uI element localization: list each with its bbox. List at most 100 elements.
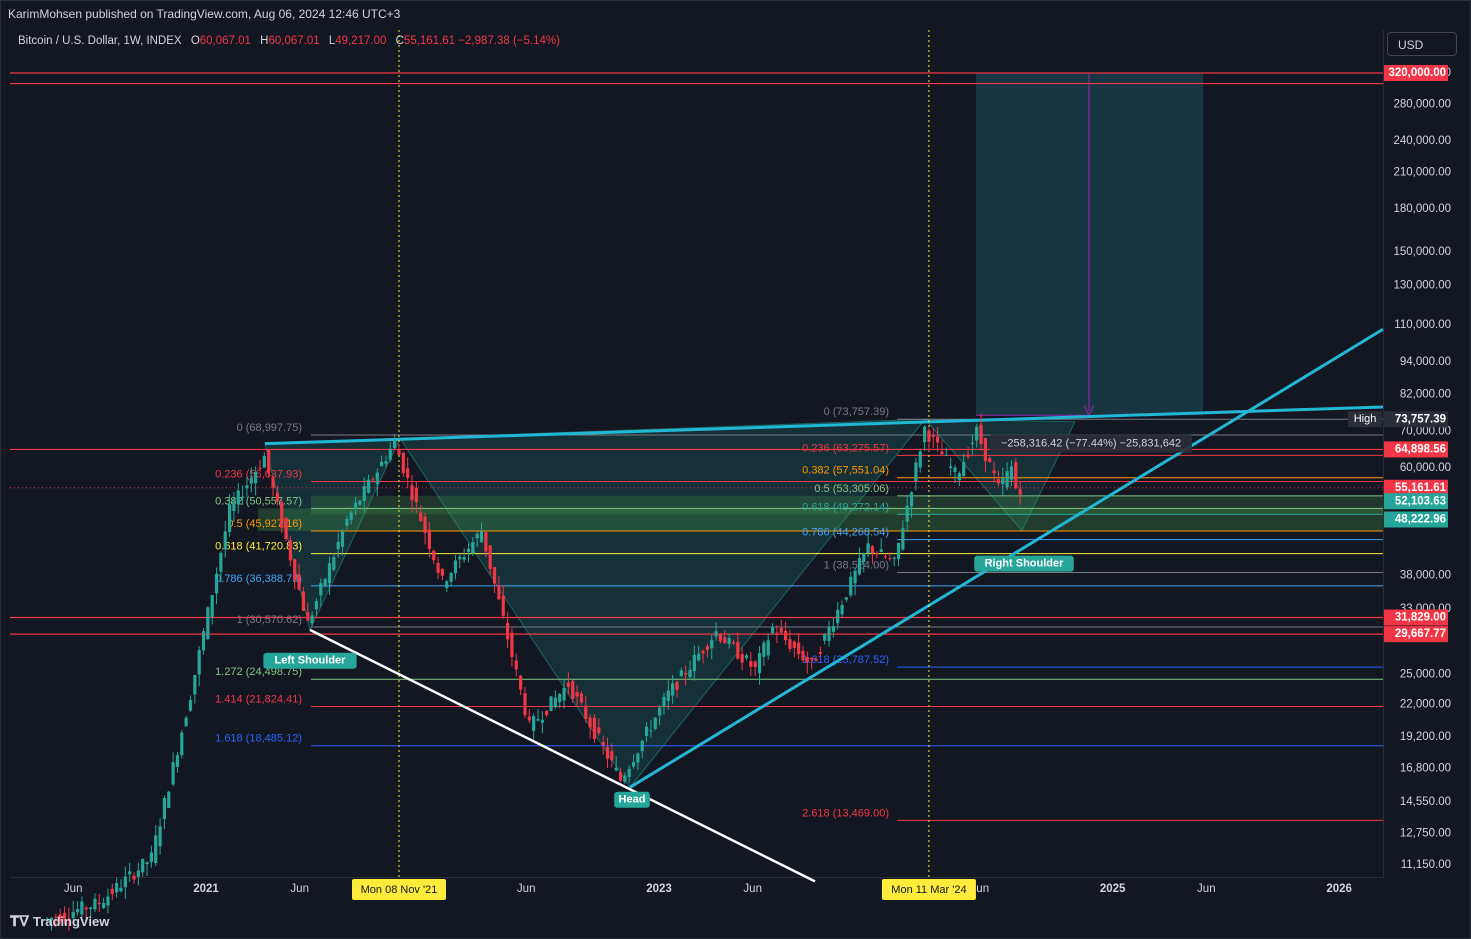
tradingview-brand[interactable]: 𝐓∇ TradingView (10, 913, 109, 930)
y-tick-label: 240,000.00 (1393, 135, 1451, 147)
candle-body (75, 909, 80, 913)
candle-body (805, 657, 809, 663)
candle-body (232, 501, 236, 511)
candle-body (505, 622, 510, 640)
candle-body (332, 557, 336, 570)
candle-body (301, 591, 306, 611)
y-tick-label: 14,550.00 (1400, 796, 1451, 808)
candle-body (896, 542, 901, 559)
candle-body (853, 570, 857, 584)
candle-body (458, 556, 462, 560)
brand-name: TradingView (32, 914, 110, 929)
candle-body (336, 541, 340, 550)
candle-body (736, 641, 740, 659)
candle-body (484, 532, 488, 552)
candle-body (236, 490, 240, 504)
candle-body (840, 604, 844, 615)
candle-body (393, 439, 397, 448)
candle-body (762, 642, 766, 657)
candle-body (349, 512, 353, 520)
candle-body (675, 681, 679, 690)
candle-body (701, 651, 705, 654)
low-value: 49,217.00 (335, 35, 387, 47)
neckline-trendline (264, 405, 1384, 446)
publisher-line: KarimMohsen published on TradingView.com… (8, 7, 401, 21)
price-tag-bg-1 (1384, 411, 1448, 428)
pattern-label-bg-1 (614, 791, 650, 808)
candle-body (875, 553, 879, 555)
time-axis-divider (10, 877, 1383, 878)
candle-body (132, 875, 136, 880)
y-tick-label: 60,000.00 (1400, 462, 1451, 474)
candle-body (249, 477, 253, 484)
candle-body (731, 642, 736, 644)
y-tick-label: 12,750.00 (1400, 827, 1451, 839)
price-tag-0: 320,000.00 (1388, 67, 1446, 79)
candle-body (345, 519, 349, 526)
price-tag-6: 31,829.00 (1395, 612, 1446, 624)
currency-button[interactable]: USD (1387, 32, 1457, 56)
candle-body (145, 862, 149, 865)
candle-body (227, 504, 232, 532)
pattern-label-1: Head (619, 794, 646, 806)
y-tick-label: 110,000.00 (1394, 319, 1451, 331)
fib-right-label-2: 0.382 (57,551.04) (802, 465, 889, 477)
candle-body (988, 457, 992, 463)
candle-body (797, 642, 801, 655)
candle-body (862, 553, 866, 562)
candle-body (1018, 488, 1022, 495)
candle-body (909, 492, 914, 507)
price-tag-bg-0 (1384, 65, 1448, 81)
fib-left-label-0: 0 (68,997.75) (237, 422, 302, 434)
candle-body (783, 630, 788, 641)
candle-body (1009, 466, 1014, 480)
candle-body (540, 719, 544, 723)
x-tick-label: Jun (743, 883, 762, 895)
candle-body (106, 896, 110, 906)
candle-body (479, 531, 484, 543)
candle-body (193, 675, 197, 695)
candle-body (327, 563, 332, 584)
fib-right-label-7: 1.618 (25,787.52) (802, 654, 889, 666)
candle-body (631, 762, 636, 767)
price-tag-bg-5 (1384, 511, 1448, 528)
price-tag-prefix-bg-1 (1348, 411, 1382, 428)
candle-body (62, 912, 67, 919)
candle-body (766, 640, 770, 656)
candle-body (592, 717, 597, 740)
candle-body (49, 917, 54, 921)
candle-body (849, 576, 853, 596)
candle-body (684, 673, 688, 675)
candle-body (340, 530, 345, 547)
candle-body (710, 639, 714, 649)
candle-body (788, 639, 792, 649)
candle-body (414, 487, 418, 503)
candle-body (679, 670, 683, 677)
symbol-name[interactable]: Bitcoin / U.S. Dollar, 1W, INDEX (18, 35, 182, 47)
candle-body (744, 655, 749, 659)
candle-body (375, 472, 379, 485)
candle-body (944, 454, 948, 456)
candle-body (353, 502, 358, 509)
candle-body (779, 627, 783, 633)
candle-body (549, 696, 553, 711)
candle-body (818, 652, 822, 654)
open-value: 60,067.01 (199, 35, 251, 47)
candle-body (297, 574, 301, 590)
candle-body (666, 690, 670, 701)
candle-body (527, 716, 531, 721)
candle-body (162, 798, 167, 820)
measure-label-bg (990, 434, 1192, 453)
y-tick-label: 25,000.00 (1400, 669, 1451, 681)
candle-body (844, 597, 849, 600)
candle-body (579, 693, 584, 703)
candle-body (636, 753, 640, 763)
candle-body (618, 772, 623, 781)
candle-body (80, 901, 84, 915)
candle-body (267, 450, 271, 473)
candle-body (979, 424, 983, 444)
fib-left-label-9: 1.618 (18,485.12) (215, 733, 302, 745)
x-tick-label: 2026 (1326, 883, 1352, 895)
candle-body (836, 609, 840, 624)
